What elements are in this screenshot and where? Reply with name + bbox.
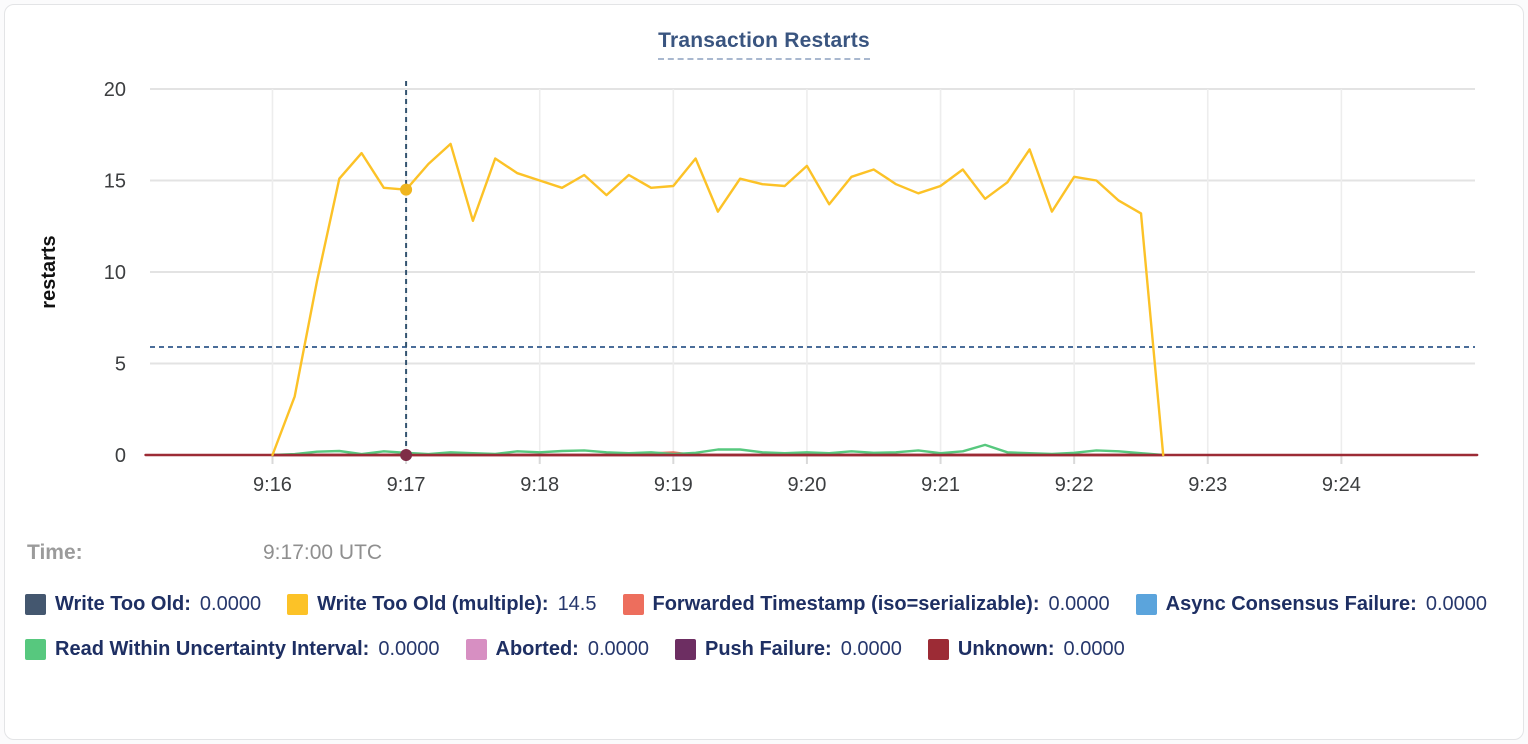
legend-item-write-too-old: Write Too Old: 0.0000 (25, 590, 261, 618)
legend-value: 0.0000 (840, 637, 902, 660)
legend-value: 0.0000 (587, 637, 649, 660)
x-tick-label: 9:19 (654, 474, 693, 496)
x-tick-label: 9:16 (253, 474, 292, 496)
transaction-restarts-chart[interactable]: 0 5 10 15 20 9:16 9:17 9:18 9:19 9:20 9:21 9:22 9:23… (5, 5, 1523, 525)
y-tick-label: 0 (115, 445, 126, 467)
x-tick-label: 9:21 (921, 474, 960, 496)
time-value: 9:17:00 UTC (263, 541, 383, 564)
legend: Write Too Old: 0.0000 Write Too Old (multi… (25, 590, 1507, 663)
y-tick-label: 15 (104, 171, 126, 193)
crosshair-dot (400, 449, 413, 461)
legend-swatch (1135, 593, 1157, 615)
legend-swatch (465, 638, 487, 660)
legend-value: 0.0000 (1048, 592, 1110, 615)
legend-value: 0.0000 (199, 592, 262, 615)
legend-label: Forwarded Timestamp (iso=serializable): (652, 592, 1040, 615)
legend-item-write-too-old-multiple: Write Too Old (multiple): 14.5 (287, 590, 597, 618)
series-read-within-uncertainty-interval (271, 443, 1165, 457)
x-tick-label: 9:18 (520, 474, 559, 496)
legend-swatch (675, 638, 696, 660)
y-tick-label: 20 (104, 79, 126, 101)
legend-label: Read Within Uncertainty Interval: (55, 637, 370, 660)
x-tick-label: 9:23 (1188, 474, 1227, 496)
legend-swatch (287, 593, 309, 615)
legend-swatch (927, 638, 949, 660)
legend-item-async-consensus-failure: Async Consensus Failure: 0.0000 (1135, 590, 1488, 618)
legend-label: Aborted: (495, 637, 579, 660)
x-tick-label: 9:20 (787, 474, 826, 496)
y-tick-label: 5 (115, 354, 126, 376)
legend-label: Write Too Old: (55, 592, 191, 615)
x-tick-label: 9:17 (387, 474, 426, 496)
time-label: Time: (27, 541, 83, 564)
legend-value: 0.0000 (378, 637, 440, 660)
legend-label: Push Failure: (705, 637, 832, 660)
plot-area: 0 5 10 15 20 9:16 9:17 9:18 9:19 9:20 9:21 9:22 9:23… (38, 79, 1479, 496)
legend-label: Async Consensus Failure: (1165, 592, 1417, 615)
legend-item-unknown: Unknown: 0.0000 (927, 635, 1125, 663)
legend-label: Unknown: (957, 637, 1055, 660)
legend-item-push-failure: Push Failure: 0.0000 (675, 635, 902, 663)
legend-swatch (25, 638, 46, 660)
x-tick-label: 9:24 (1322, 474, 1361, 496)
legend-label: Write Too Old (multiple): (317, 592, 549, 615)
legend-swatch (622, 593, 644, 615)
legend-value: 0.0000 (1063, 637, 1125, 660)
y-tick-label: 10 (104, 262, 126, 284)
legend-value: 0.0000 (1425, 592, 1488, 615)
legend-value: 14.5 (557, 592, 597, 615)
hover-time-row: Time: 9:17:00 UTC (27, 541, 1497, 569)
legend-item-read-within-uncertainty-interval: Read Within Uncertainty Interval: 0.0000 (25, 635, 440, 663)
crosshair-dot (400, 183, 413, 196)
x-tick-label: 9:22 (1055, 474, 1094, 496)
y-axis-label: restarts (38, 235, 60, 308)
legend-item-forwarded-timestamp-iso-serializable: Forwarded Timestamp (iso=serializable): 0… (622, 590, 1110, 618)
legend-swatch (25, 593, 46, 615)
series-write-too-old-multiple (271, 142, 1165, 457)
chart-card: 0 5 10 15 20 9:16 9:17 9:18 9:19 9:20 9:21 9:22 9:23… (4, 4, 1524, 740)
legend-item-aborted: Aborted: 0.0000 (465, 635, 649, 663)
